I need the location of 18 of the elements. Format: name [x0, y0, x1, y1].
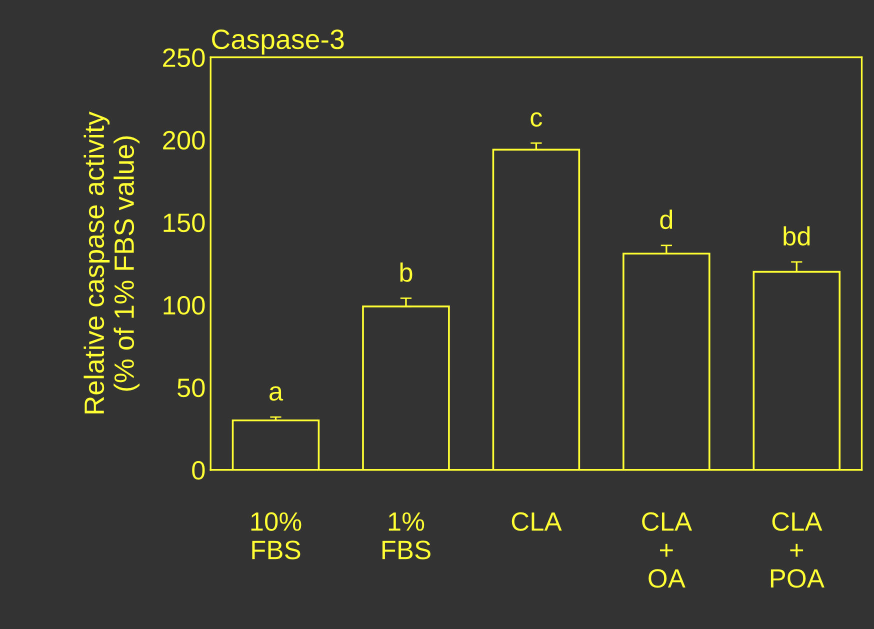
- y-tick-label: 100: [164, 296, 205, 315]
- y-tick-label: 250: [163, 48, 205, 68]
- x-tick-label: CLA: [512, 512, 562, 531]
- y-tick-label: 0: [192, 461, 205, 480]
- x-tick-label: 1% FBS: [382, 512, 430, 560]
- x-tick-label: CLA + POA: [770, 512, 824, 588]
- annotation: b: [400, 262, 412, 282]
- y-tick-label: 200: [163, 130, 205, 150]
- y-axis-title: Relative caspase activity (% of 1% FBS value): [84, 112, 140, 414]
- annotation: a: [270, 386, 284, 401]
- x-tick-label: 10% FBS: [251, 512, 302, 560]
- annotation: c: [530, 112, 542, 127]
- chart-title: Caspase-3: [212, 30, 344, 55]
- y-tick-label: 50: [177, 378, 205, 398]
- annotation: bd: [784, 226, 810, 246]
- annotation: d: [660, 210, 672, 230]
- y-tick-label: 150: [164, 213, 205, 232]
- x-tick-label: CLA + OA: [642, 512, 692, 588]
